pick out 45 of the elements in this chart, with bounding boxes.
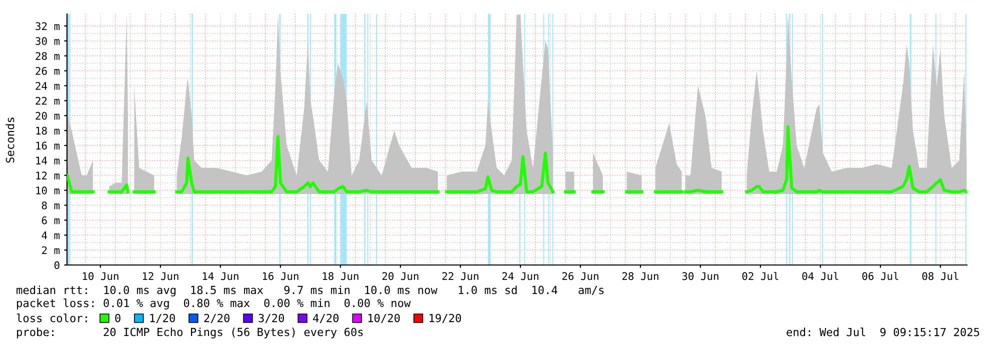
y-tick-label: 14 m xyxy=(36,156,60,164)
x-tick-label: 02 Jul xyxy=(742,272,778,280)
x-tick-label: 16 Jun xyxy=(262,272,298,280)
x-tick-label: 24 Jun xyxy=(502,272,538,280)
x-tick-label: 10 Jun xyxy=(82,272,118,280)
y-tick-label: 30 m xyxy=(36,37,60,46)
x-tick-label: 18 Jun xyxy=(322,272,358,280)
y-tick-label: 26 m xyxy=(36,67,60,75)
x-tick-label: 06 Jul xyxy=(862,272,898,280)
y-tick-label: 22 m xyxy=(36,96,60,105)
y-tick-label: 6 m xyxy=(42,216,60,224)
y-tick-label: 8 m xyxy=(42,201,60,210)
text: end: Wed Jul 9 09:15:17 2025 xyxy=(786,328,980,336)
text: packet loss: 0.01 % avg 0.80 % max 0.00 % min 0.00 % now xyxy=(17,298,411,310)
y-tick-label: 12 m xyxy=(36,172,60,180)
y-tick-label: 18 m xyxy=(36,126,60,135)
y-tick-label: 4 m xyxy=(42,232,60,240)
text: median rtt: 10.0 ms avg 18.5 ms max 9.7 ms min 10.0 ms now 1.0 ms sd 10.4 am/s xyxy=(16,286,604,296)
legend-label: 4/20 xyxy=(313,314,339,324)
legend-title: loss color: xyxy=(16,314,87,322)
x-tick-label: 26 Jun xyxy=(562,272,598,280)
y-tick-label: 10 m xyxy=(36,186,60,194)
x-tick-label: 08 Jul xyxy=(922,272,958,280)
x-tick-label: 28 Jun xyxy=(622,272,658,280)
y-tick-label: 2 m xyxy=(42,246,60,254)
y-tick-label: 24 m xyxy=(36,82,60,90)
y-tick-label: 16 m xyxy=(36,142,60,150)
x-tick-label: 14 Jun xyxy=(202,272,238,280)
x-tick-label: 20 Jun xyxy=(382,272,418,280)
x-tick-label: 04 Jul xyxy=(802,272,838,280)
legend-label: 0 xyxy=(115,314,120,322)
legend-label: 1/20 xyxy=(150,314,175,324)
y-tick-label: 28 m xyxy=(36,52,60,60)
legend-label: 10/20 xyxy=(368,314,400,324)
y-tick-label: 20 m xyxy=(36,112,60,120)
legend-label: 2/20 xyxy=(204,314,230,324)
x-tick-label: 12 Jun xyxy=(142,272,178,280)
text: probe: 20 ICMP Echo Pings (56 Bytes) every 60s xyxy=(17,328,363,338)
legend-label: 3/20 xyxy=(258,314,284,324)
y-tick-label: 0 xyxy=(54,261,60,270)
y-axis-title: Seconds xyxy=(6,118,14,163)
x-tick-label: 22 Jun xyxy=(442,272,478,280)
y-tick-label: 32 m xyxy=(36,22,60,30)
legend-label: 19/20 xyxy=(430,314,461,324)
x-tick-label: 30 Jun xyxy=(682,272,718,280)
